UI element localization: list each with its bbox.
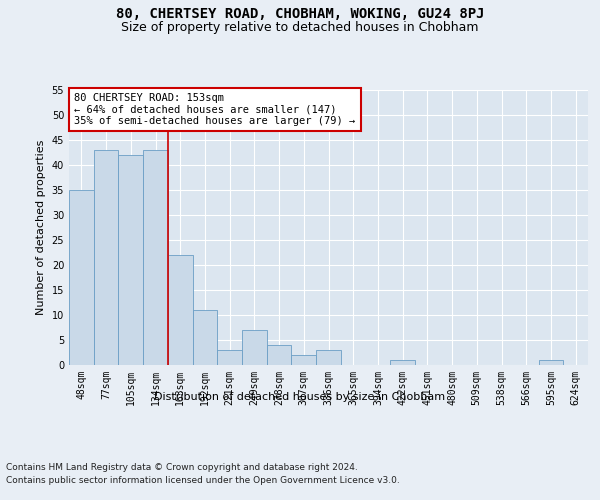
Text: Distribution of detached houses by size in Chobham: Distribution of detached houses by size …	[154, 392, 446, 402]
Bar	[217, 350, 242, 365]
Bar	[539, 360, 563, 365]
Bar	[292, 355, 316, 365]
Bar	[69, 190, 94, 365]
Bar	[316, 350, 341, 365]
Text: Contains public sector information licensed under the Open Government Licence v3: Contains public sector information licen…	[6, 476, 400, 485]
Bar	[242, 330, 267, 365]
Y-axis label: Number of detached properties: Number of detached properties	[36, 140, 46, 315]
Text: Size of property relative to detached houses in Chobham: Size of property relative to detached ho…	[121, 21, 479, 34]
Bar	[118, 155, 143, 365]
Bar	[193, 310, 217, 365]
Bar	[168, 255, 193, 365]
Text: Contains HM Land Registry data © Crown copyright and database right 2024.: Contains HM Land Registry data © Crown c…	[6, 462, 358, 471]
Bar	[390, 360, 415, 365]
Bar	[267, 345, 292, 365]
Bar	[94, 150, 118, 365]
Text: 80 CHERTSEY ROAD: 153sqm
← 64% of detached houses are smaller (147)
35% of semi-: 80 CHERTSEY ROAD: 153sqm ← 64% of detach…	[74, 92, 355, 126]
Text: 80, CHERTSEY ROAD, CHOBHAM, WOKING, GU24 8PJ: 80, CHERTSEY ROAD, CHOBHAM, WOKING, GU24…	[116, 8, 484, 22]
Bar	[143, 150, 168, 365]
